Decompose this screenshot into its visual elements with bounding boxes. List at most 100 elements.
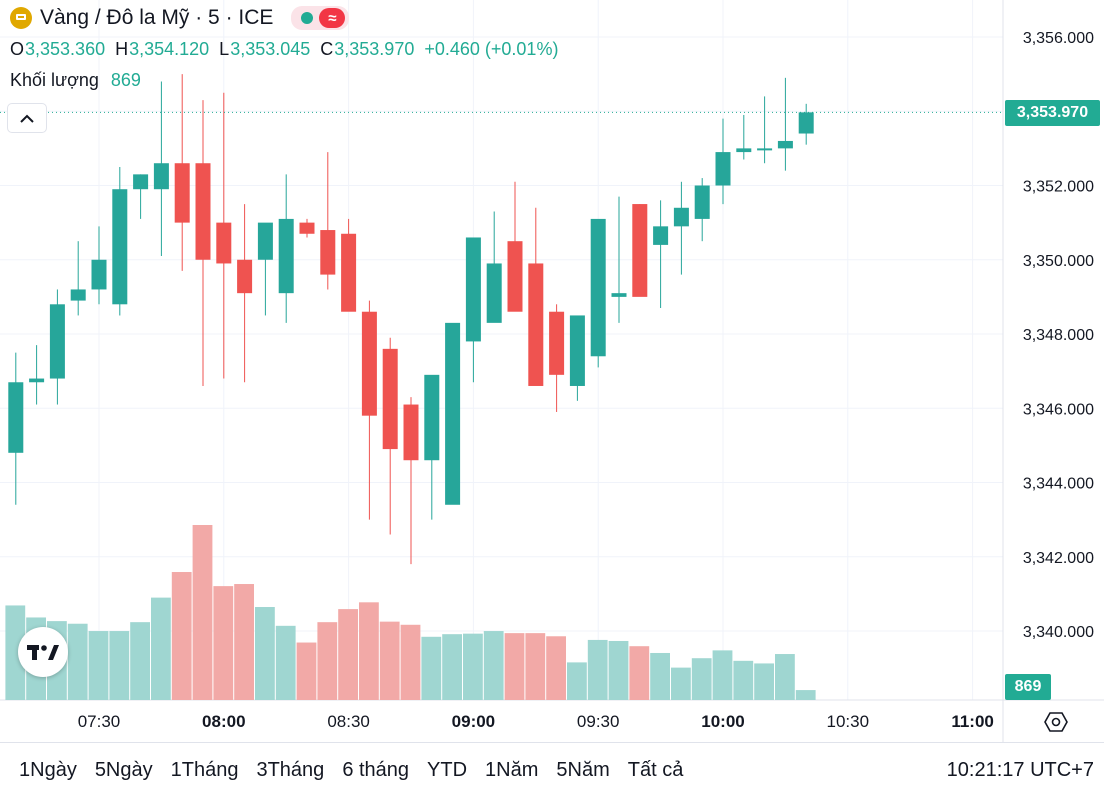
volume-bar [483, 631, 504, 700]
tradingview-logo[interactable] [18, 627, 68, 677]
range-button[interactable]: 6 tháng [342, 759, 410, 781]
candle-body [465, 237, 481, 342]
price-tick-label: 3,344.000 [1023, 476, 1094, 493]
candle-body [341, 233, 357, 312]
candle-body [528, 263, 544, 386]
volume-bar [275, 625, 296, 700]
range-button[interactable]: Tất cả [627, 759, 684, 781]
time-tick-label: 08:00 [202, 712, 245, 731]
open-label: O [10, 39, 25, 59]
candle-body [299, 222, 315, 234]
volume-bar [5, 605, 26, 700]
candle-body [632, 204, 648, 297]
price-tick-label: 3,350.000 [1023, 253, 1094, 270]
symbol-title[interactable]: Vàng / Đô la Mỹ · 5 · ICE [40, 6, 274, 29]
volume-bars [5, 525, 816, 700]
candle-body [112, 189, 128, 305]
clock-timezone[interactable]: 10:21:17 UTC+7 [946, 759, 1094, 781]
time-tick-label: 10:00 [701, 712, 744, 731]
volume-label: Khối lượng [10, 70, 99, 90]
open-value: 3,353.360 [25, 39, 106, 59]
volume-bar [171, 572, 192, 700]
range-button[interactable]: 5Năm [556, 759, 610, 781]
price-tick-label: 3,352.000 [1023, 179, 1094, 196]
date-range-list: 1Ngày 5Ngày 1Tháng 3Tháng 6 tháng YTD 1Năm 5Năm… [10, 759, 692, 782]
volume-bar [317, 622, 338, 700]
price-tick-label: 3,340.000 [1023, 624, 1094, 641]
volume-bar [671, 667, 691, 700]
volume-bar [587, 639, 608, 700]
chart-settings-icon[interactable] [1044, 710, 1068, 734]
collapse-legend-button[interactable] [7, 103, 47, 133]
candle-body [424, 374, 440, 461]
volume-bar [775, 654, 795, 700]
high-value: 3,354.120 [129, 39, 210, 59]
volume-bar [379, 621, 400, 700]
volume-legend[interactable]: Khối lượng 869 [10, 70, 141, 91]
volume-bar [712, 650, 733, 700]
time-tick-label: 10:30 [827, 712, 870, 731]
candle-body [133, 174, 149, 190]
candle-body [694, 185, 710, 219]
last-price-label: 3,353.970 [1005, 100, 1100, 126]
time-tick-label: 11:00 [951, 712, 994, 731]
market-open-dot-icon [301, 12, 314, 24]
volume-bar [359, 602, 379, 700]
volume-bar [67, 623, 88, 700]
candle-body [590, 218, 606, 357]
volume-bar [213, 586, 234, 700]
volume-bar [795, 690, 816, 700]
volume-bar [109, 631, 130, 700]
time-tick-label: 08:30 [327, 712, 370, 731]
range-button[interactable]: 1Năm [485, 759, 539, 781]
range-button[interactable]: 1Tháng [170, 759, 239, 781]
volume-bar [442, 634, 462, 700]
range-button[interactable]: 3Tháng [256, 759, 325, 781]
volume-bar [234, 584, 254, 700]
volume-bar [463, 633, 483, 700]
candle-body [361, 311, 377, 416]
volume-bar [567, 662, 587, 700]
low-value: 3,353.045 [230, 39, 311, 59]
range-button[interactable]: 5Ngày [94, 759, 153, 781]
ohlc-legend: O 3,353.360 H 3,354.120 L 3,353.045 C 3,353.… [10, 39, 568, 60]
volume-value: 869 [110, 70, 141, 90]
candle-body [653, 226, 669, 245]
tradingview-logo-icon [27, 645, 59, 660]
price-chart[interactable]: 3,356.0003,354.0003,352.0003,350.0003,34… [0, 0, 1104, 742]
volume-bar [546, 636, 566, 700]
candle-body [403, 404, 419, 461]
candle-body [673, 207, 689, 227]
volume-bar [650, 652, 670, 700]
volume-bar [421, 636, 442, 700]
candle-body [70, 289, 86, 301]
candle-body [8, 382, 24, 453]
candle-body [715, 152, 731, 186]
volume-bar [296, 642, 317, 700]
candle-body [611, 293, 627, 297]
volume-bar [338, 609, 358, 700]
low-label: L [219, 39, 230, 59]
candle-body [49, 304, 65, 379]
candle-body [549, 311, 565, 375]
price-tick-label: 3,356.000 [1023, 30, 1094, 47]
status-pill[interactable]: ≈ [291, 6, 350, 30]
candle-body [486, 263, 502, 323]
volume-bar [525, 633, 546, 700]
symbol-legend[interactable]: Vàng / Đô la Mỹ · 5 · ICE ≈ [10, 6, 350, 30]
price-tick-label: 3,342.000 [1023, 550, 1094, 567]
range-button[interactable]: 1Ngày [19, 759, 77, 781]
time-tick-label: 09:00 [452, 712, 495, 731]
volume-bar [88, 631, 109, 700]
candle-body [195, 163, 211, 260]
high-label: H [115, 39, 129, 59]
candle-body [278, 218, 294, 294]
candle-body [507, 241, 523, 312]
candle-body [777, 140, 793, 149]
range-button[interactable]: YTD [427, 759, 468, 781]
candle-body [320, 230, 336, 275]
candle-body [216, 222, 232, 264]
time-axis: 07:30 08:00 08:30 09:00 09:30 10:00 10:30 11:00 [78, 712, 994, 731]
candle-body [445, 322, 461, 505]
candle-body [569, 315, 585, 386]
